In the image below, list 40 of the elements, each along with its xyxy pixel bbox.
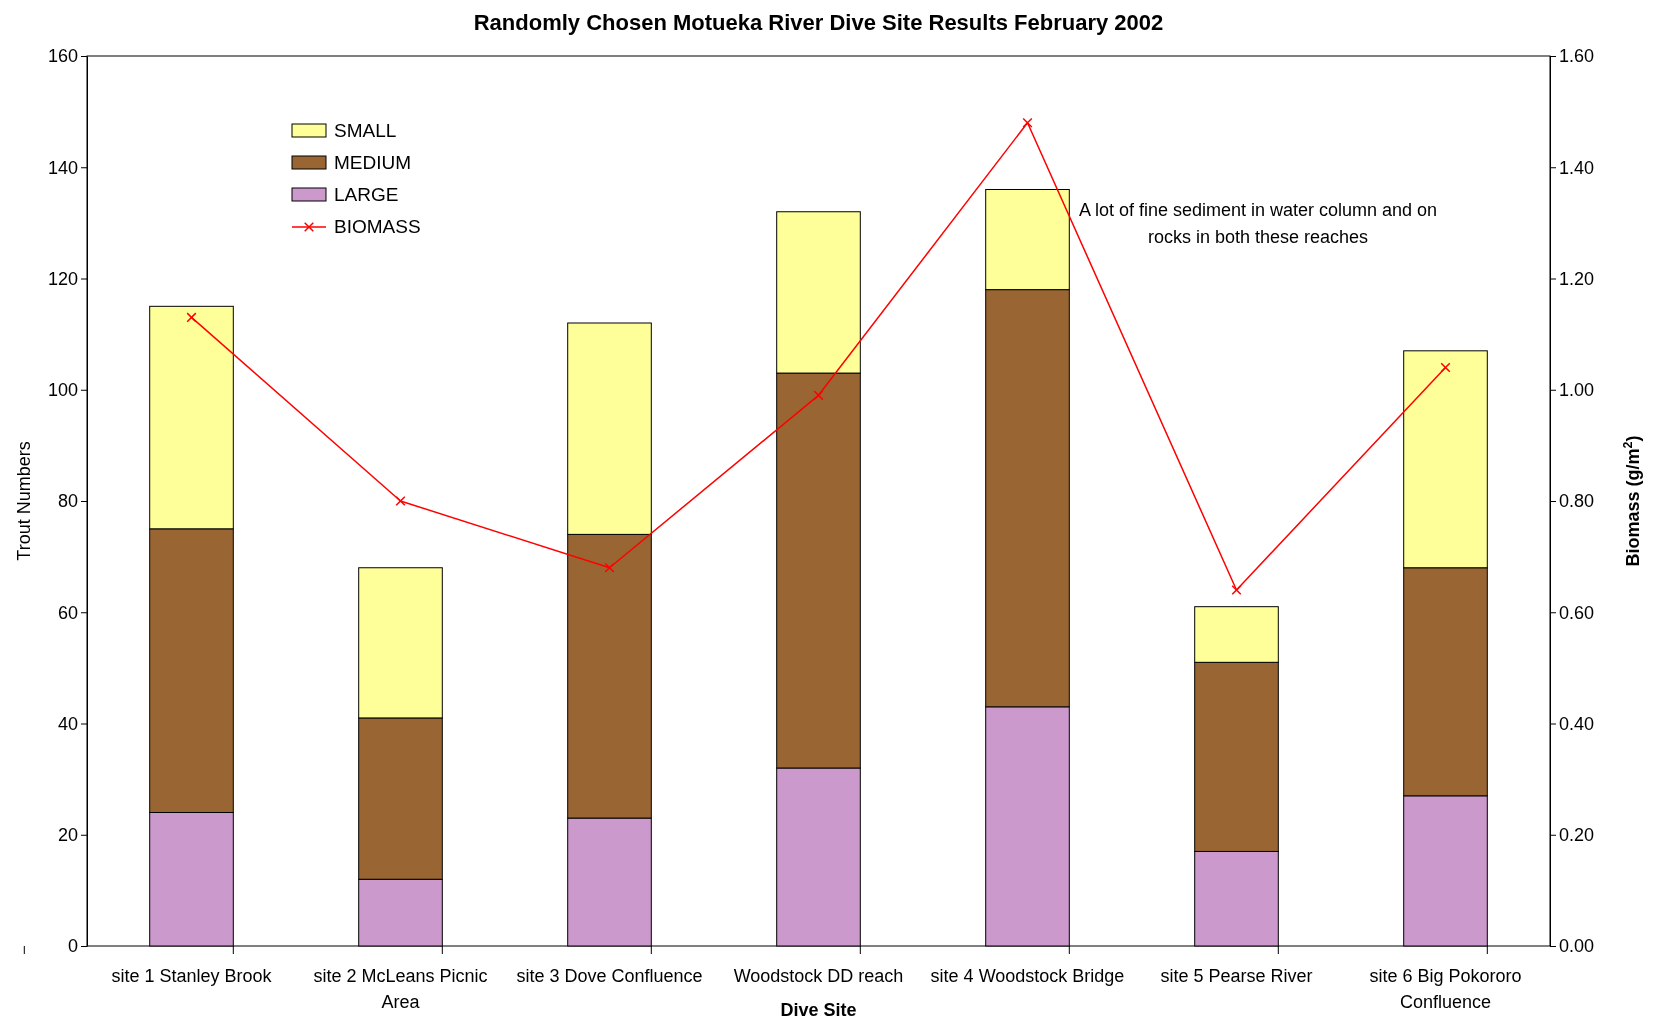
point [1022, 117, 1033, 128]
y-axis-title: Trout Numbers [14, 441, 34, 561]
y2-tick-label: 0.40 [1559, 713, 1595, 734]
point [186, 312, 197, 323]
point [604, 562, 615, 573]
annotation: A lot of fine sediment in water column and on rocks in both these reaches [1078, 200, 1438, 247]
point [1440, 362, 1451, 373]
y-tick-label: 160 [47, 46, 78, 67]
x-tick-label: site 2 McLeans Picnic Area [313, 966, 488, 1012]
x-tick-label: site 3 Dove Confluence [516, 966, 703, 986]
y2-tick-label: 1.40 [1559, 157, 1595, 178]
y2-tick-label: 0.20 [1559, 825, 1595, 846]
y-tick-label: 100 [47, 380, 78, 401]
y-tick-label: 0 [67, 936, 78, 957]
x-tick-label: site 6 Big Pokororo Confluence [1369, 966, 1522, 1012]
x-tick-label: site 5 Pearse River [1160, 966, 1313, 986]
y-tick-label: 20 [57, 825, 78, 846]
y2-tick-label: 0.00 [1559, 936, 1595, 957]
y2-tick-label: 1.00 [1559, 380, 1595, 401]
y-tick-label: 40 [57, 713, 78, 734]
point [395, 495, 406, 507]
y2-tick-label: 1.60 [1559, 46, 1595, 67]
legend-label: MEDIUM [334, 152, 412, 173]
point [1231, 584, 1242, 596]
x-tick-label: Woodstock DD reach [733, 966, 904, 986]
y2-tick-label: 1.20 [1559, 268, 1595, 289]
chart-title: Randomly Chosen Motueka River Dive Site Results February 2002 [473, 10, 1164, 35]
point [813, 390, 824, 401]
y-tick-label: 60 [57, 602, 78, 623]
y2-tick-label: 0.80 [1559, 491, 1595, 512]
legend-label: LARGE [334, 184, 399, 205]
x-tick-label: site 4 Woodstock Bridge [930, 966, 1125, 986]
legend-label: SMALL [334, 120, 397, 141]
x-axis-title: Dive Site [780, 1000, 857, 1020]
x-tick-label: site 1 Stanley Brook [111, 966, 273, 986]
y-tick-label: 140 [47, 157, 78, 178]
y2-tick-label: 0.60 [1559, 602, 1595, 623]
legend-label: BIOMASS [334, 216, 421, 237]
y-tick-label: 120 [47, 268, 78, 289]
y-tick-label: 80 [57, 491, 78, 512]
